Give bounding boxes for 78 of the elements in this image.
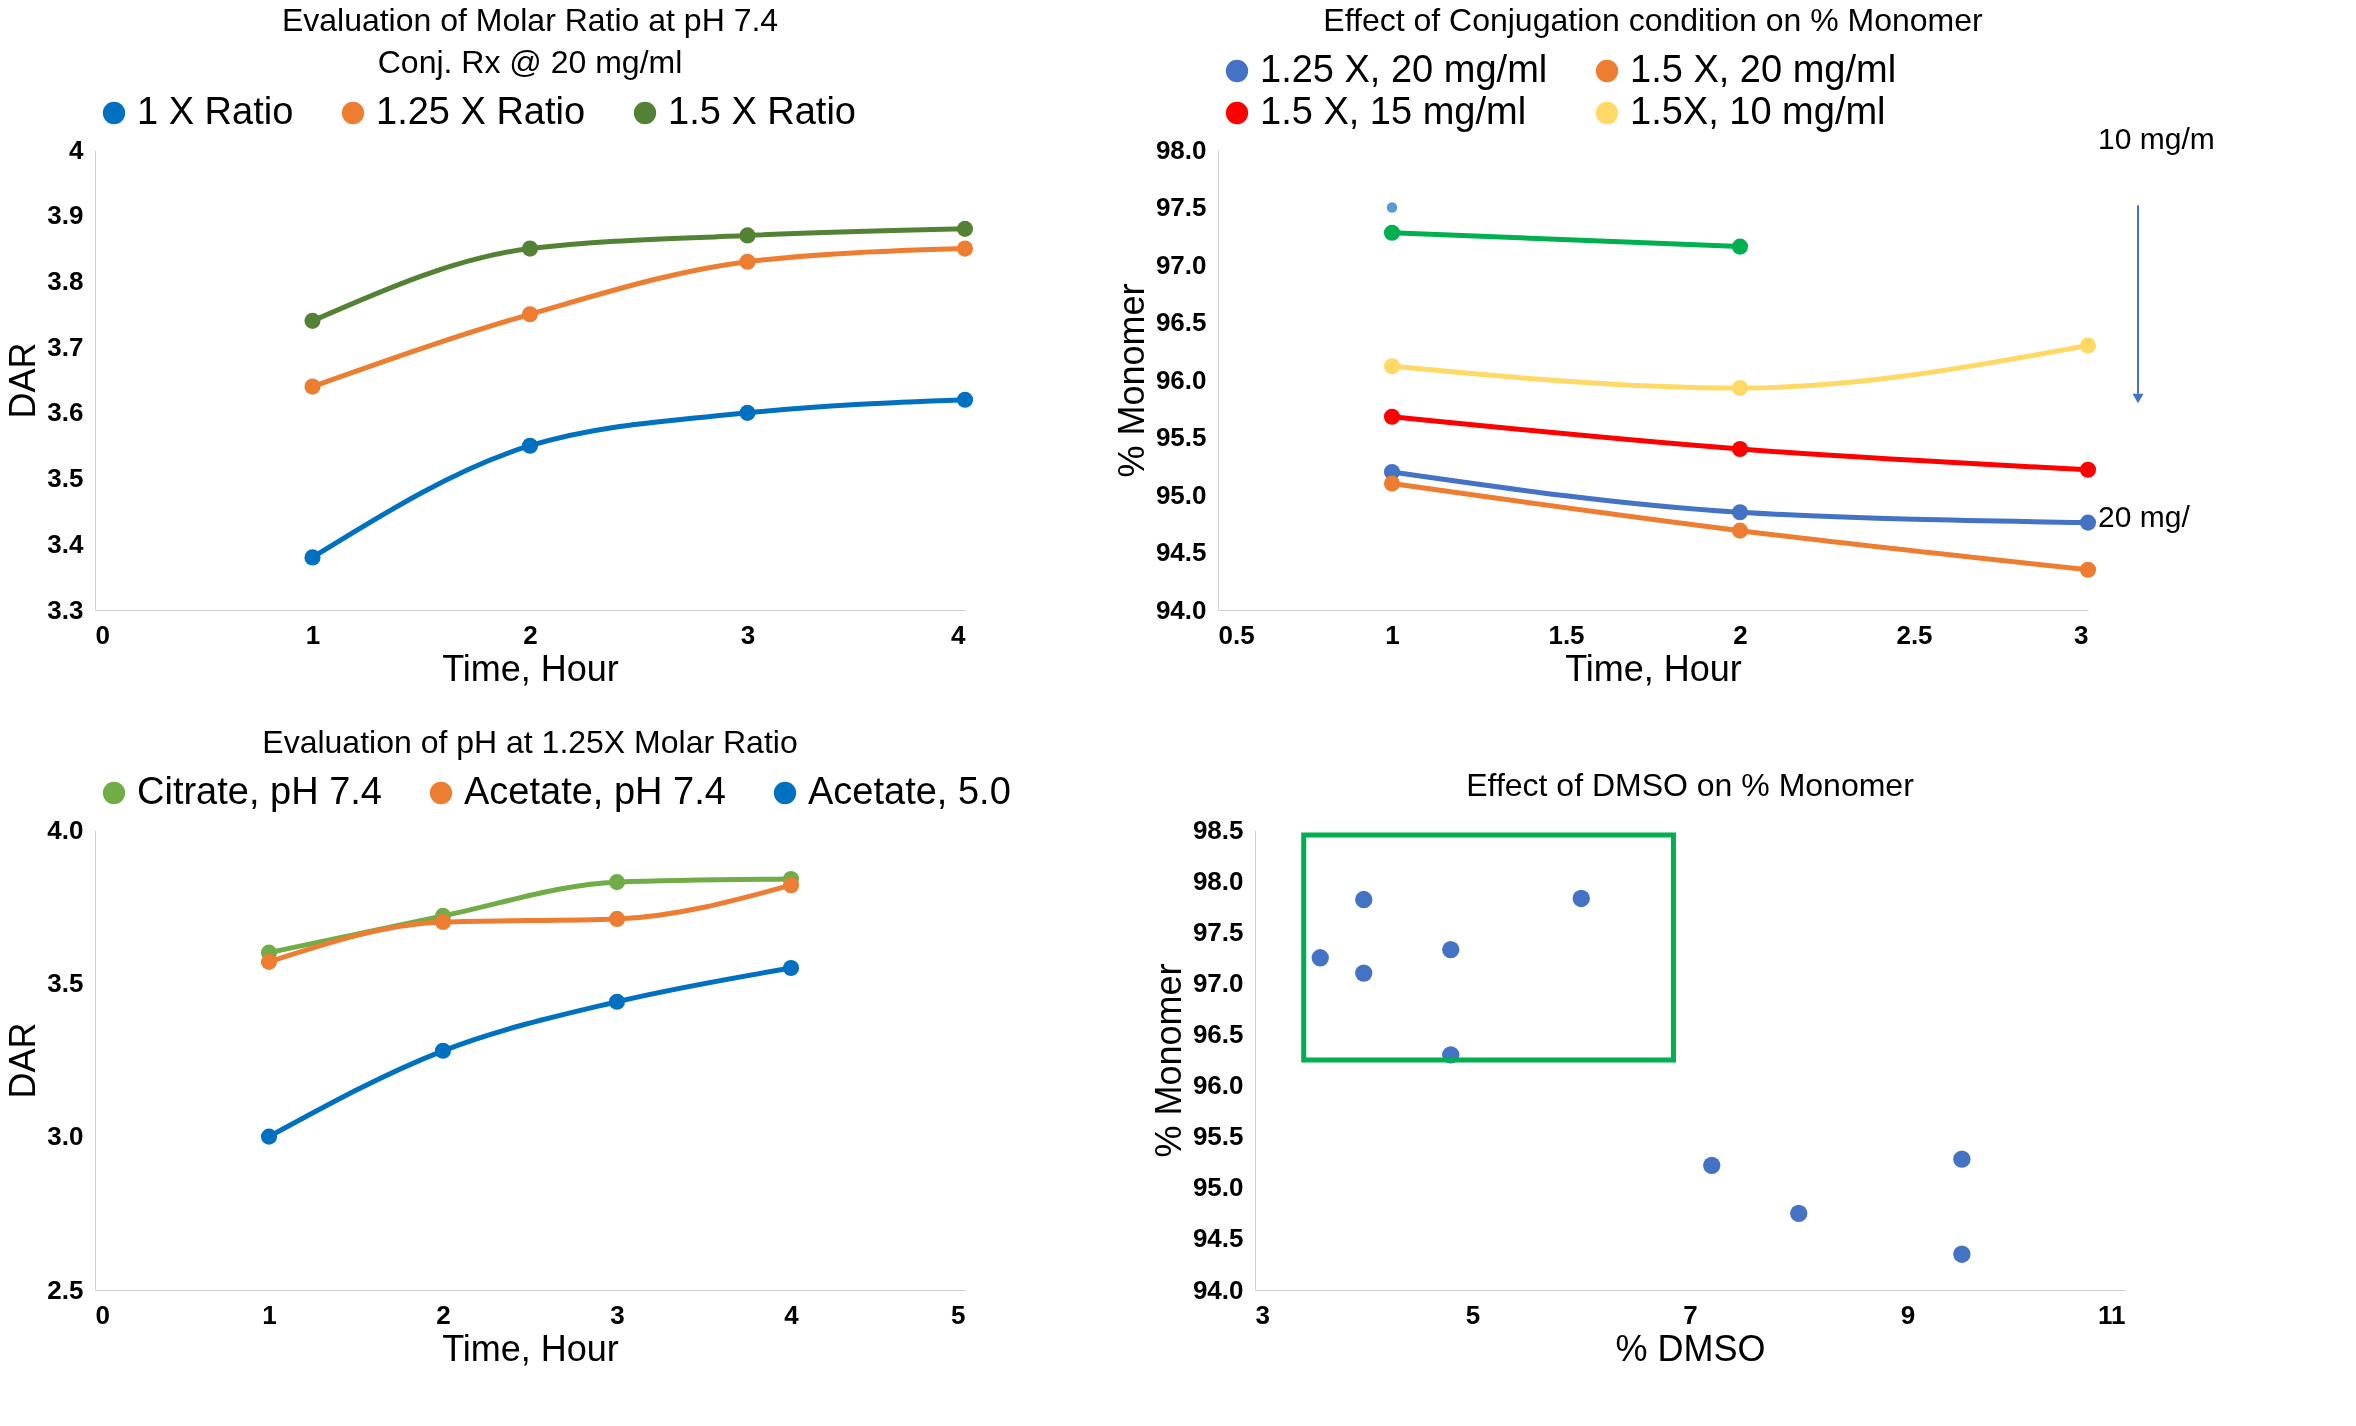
y-tick-label: 95.5 [1192, 1121, 1244, 1152]
x-tick-label: 2 [436, 1299, 451, 1330]
y-tick-label: 98.0 [1192, 865, 1244, 896]
legend-label: Acetate, 5.0 [808, 770, 1011, 812]
x-tick-label: 4 [951, 619, 967, 650]
x-tick-label: 3 [2074, 619, 2089, 650]
text: 10 mg/m [2098, 122, 2215, 155]
y-axis-title: DAR [2, 342, 44, 419]
y-tick-label: 4 [69, 134, 85, 165]
y-tick-label: 96.5 [1192, 1018, 1244, 1049]
y-tick-label: 3.3 [47, 594, 84, 625]
x-axis-title: Time, Hour [442, 647, 619, 689]
x-tick-label: 1 [1385, 619, 1400, 650]
x-tick-label: 7 [1683, 1299, 1698, 1330]
text: 20 mg/ [2098, 500, 2191, 533]
legend-label: 1.25 X Ratio [376, 90, 586, 132]
x-tick-label: 11 [2098, 1299, 2126, 1330]
x-tick-label: 5 [951, 1299, 966, 1330]
y-tick-label: 98.5 [1192, 814, 1244, 845]
y-tick-label: 2.5 [47, 1274, 84, 1305]
legend-label: 1 X Ratio [137, 90, 294, 132]
chart-subtitle: Conj. Rx @ 20 mg/ml [377, 44, 683, 80]
y-tick-label: 3.9 [47, 200, 84, 231]
x-tick-label: 9 [1900, 1299, 1916, 1330]
x-tick-label: 2.5 [1896, 619, 1933, 650]
x-tick-label: 0 [95, 1299, 110, 1330]
y-tick-label: 3.8 [47, 265, 84, 296]
chart-title: Effect of Conjugation condition on % Monomer [1323, 2, 1984, 38]
x-tick-label: 1 [262, 1299, 277, 1330]
x-tick-label: 2 [1733, 619, 1748, 650]
y-axis-title: % Monomer [1147, 963, 1189, 1158]
y-tick-label: 94.0 [1192, 1274, 1244, 1305]
y-tick-label: 95.0 [1192, 1172, 1244, 1203]
y-tick-label: 3.5 [47, 463, 84, 494]
y-axis-title: DAR [2, 1022, 44, 1099]
legend-label: 1.5 X, 20 mg/ml [1630, 48, 1897, 90]
y-tick-label: 97.5 [1192, 916, 1244, 947]
y-tick-label: 95.0 [1155, 479, 1207, 510]
x-axis-title: Time, Hour [1565, 647, 1742, 689]
x-tick-label: 0 [95, 619, 110, 650]
legend-label: 1.25 X, 20 mg/ml [1260, 48, 1548, 90]
y-tick-label: 96.0 [1192, 1070, 1244, 1101]
chart-title: Evaluation of Molar Ratio at pH 7.4 [281, 2, 779, 38]
y-tick-label: 97.0 [1155, 249, 1207, 280]
y-tick-label: 3.5 [47, 967, 84, 998]
x-tick-label: 0.5 [1218, 619, 1255, 650]
x-axis-title: % DMSO [1615, 1327, 1766, 1369]
y-tick-label: 97.5 [1155, 192, 1207, 222]
legend-label: Acetate, pH 7.4 [464, 770, 726, 812]
y-tick-label: 98.0 [1155, 134, 1207, 165]
legend-label: Citrate, pH 7.4 [137, 770, 382, 812]
y-tick-label: 3.7 [47, 331, 84, 362]
chart-title: Evaluation of pH at 1.25X Molar Ratio [262, 724, 798, 760]
legend-label: 1.5 X Ratio [668, 90, 856, 132]
y-tick-label: 96.0 [1155, 364, 1207, 395]
y-tick-label: 3.6 [47, 397, 84, 428]
y-tick-label: 96.5 [1155, 307, 1207, 337]
y-tick-label: 97.0 [1192, 967, 1244, 998]
y-tick-label: 3.4 [47, 528, 85, 559]
x-tick-label: 3 [740, 619, 756, 650]
x-tick-label: 3 [610, 1299, 625, 1330]
chart-title: Effect of DMSO on % Monomer [1466, 767, 1915, 803]
y-tick-label: 94.5 [1155, 537, 1207, 567]
x-tick-label: 2 [523, 619, 538, 650]
x-tick-label: 5 [1465, 1299, 1481, 1330]
x-tick-label: 4 [784, 1299, 800, 1330]
y-tick-label: 3.0 [47, 1121, 84, 1152]
x-tick-label: 1 [305, 619, 321, 650]
y-axis-title: % Monomer [1110, 283, 1152, 478]
x-axis-title: Time, Hour [442, 1327, 619, 1369]
y-tick-label: 4.0 [47, 814, 84, 845]
y-tick-label: 94.0 [1155, 594, 1207, 625]
x-tick-label: 1.5 [1548, 619, 1585, 650]
x-tick-label: 3 [1255, 1299, 1270, 1330]
legend-label: 1.5 X, 15 mg/ml [1260, 90, 1527, 132]
y-tick-label: 95.5 [1155, 422, 1207, 452]
y-tick-label: 94.5 [1192, 1223, 1244, 1254]
legend-label: 1.5X, 10 mg/ml [1630, 90, 1886, 132]
